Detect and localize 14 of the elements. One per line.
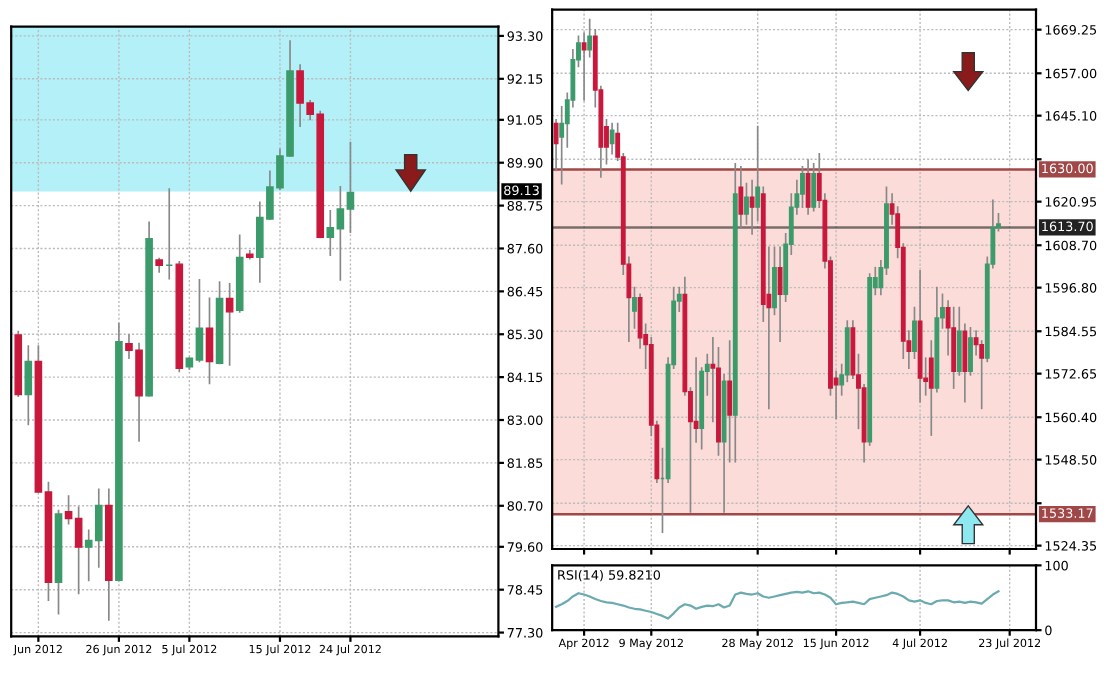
candlestick [777, 246, 783, 342]
candlestick [962, 323, 968, 403]
candlestick [928, 340, 934, 436]
candlestick [805, 159, 811, 215]
candlestick [581, 32, 587, 101]
candlestick [205, 297, 214, 385]
line-series [554, 590, 1000, 620]
candlestick [24, 345, 33, 426]
candlestick [951, 306, 957, 389]
candlestick [609, 122, 615, 155]
candlestick [800, 166, 805, 209]
candlestick [968, 327, 973, 376]
candlestick [749, 179, 755, 235]
candlestick [225, 283, 234, 366]
